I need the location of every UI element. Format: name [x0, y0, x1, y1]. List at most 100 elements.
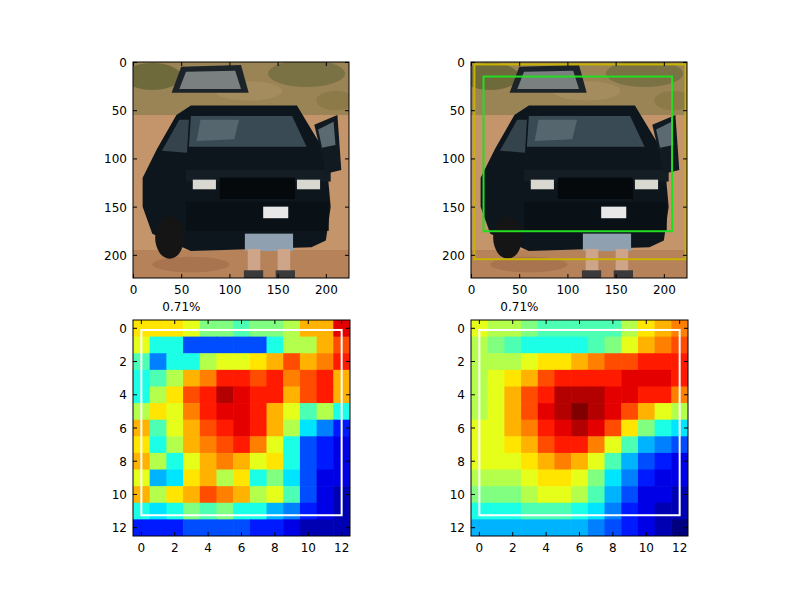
axes-2: 0246810120246810120.71%: [112, 300, 351, 555]
photo-leg: [616, 249, 629, 272]
heatmap-cell: [538, 320, 555, 337]
heatmap-cell: [250, 386, 267, 403]
heatmap-cell: [150, 386, 167, 403]
y-tick: [683, 207, 687, 208]
heatmap-cell: [267, 353, 284, 370]
photo-bush: [133, 63, 181, 90]
photo-wheel: [493, 216, 522, 258]
heatmap-cell: [283, 519, 300, 536]
heatmap-cell: [233, 503, 250, 520]
heatmap-cell: [504, 403, 521, 420]
heatmap-cell: [200, 337, 217, 354]
photo-bush: [316, 91, 349, 110]
heatmap-cell: [200, 453, 217, 470]
heatmap-cell: [521, 470, 538, 487]
heatmap-cell: [521, 453, 538, 470]
heatmap-cell: [267, 370, 284, 387]
x-tick-label: 50: [512, 283, 527, 297]
annotation: 0.71%: [500, 300, 538, 314]
heatmap-cell: [571, 470, 588, 487]
heatmap-cell: [554, 403, 571, 420]
heatmap-cell: [300, 420, 317, 437]
x-tick-label: 150: [267, 283, 290, 297]
photo-door-window: [656, 122, 673, 148]
heatmap-cell: [300, 519, 317, 536]
heatmap-cell: [554, 420, 571, 437]
y-tick-label: 2: [119, 355, 127, 369]
heatmap-cell: [621, 420, 638, 437]
x-tick: [274, 532, 275, 536]
heatmap-cell: [250, 320, 267, 337]
heatmap-cell: [488, 320, 505, 337]
x-tick: [208, 320, 209, 324]
y-tick: [133, 527, 137, 528]
heatmap-cell: [300, 470, 317, 487]
heatmap-cell: [250, 503, 267, 520]
heatmap-cell: [655, 386, 672, 403]
photo: [133, 62, 349, 278]
x-tick: [181, 274, 182, 278]
heatmap-cell: [183, 436, 200, 453]
heatmap-cell: [621, 403, 638, 420]
y-tick: [684, 494, 688, 495]
heatmap-cell: [233, 486, 250, 503]
heatmap-cell: [250, 403, 267, 420]
x-tick-label: 8: [609, 541, 617, 555]
x-tick: [326, 62, 327, 66]
heatmap-cell: [216, 519, 233, 536]
heatmap-cell: [283, 503, 300, 520]
photo-leg: [278, 249, 291, 272]
y-tick: [346, 527, 350, 528]
heatmap-cell: [166, 519, 183, 536]
x-tick: [616, 62, 617, 66]
heatmap-cell: [655, 370, 672, 387]
x-tick-label: 12: [672, 541, 687, 555]
heatmap-cell: [216, 453, 233, 470]
heatmap-cell: [283, 337, 300, 354]
photo-shoe: [276, 270, 295, 278]
heatmap-cell: [588, 453, 605, 470]
heatmap-cell: [638, 486, 655, 503]
heatmap-cell: [538, 420, 555, 437]
photo-hatch-window: [179, 71, 241, 89]
photo-plate: [601, 207, 626, 219]
heatmap-cell: [571, 453, 588, 470]
heatmap-cell: [200, 503, 217, 520]
heatmap-cell: [571, 353, 588, 370]
heatmap-cell: [250, 353, 267, 370]
heatmap-cell: [233, 420, 250, 437]
heatmap-cell: [621, 503, 638, 520]
heatmap-cell: [183, 470, 200, 487]
x-tick: [241, 320, 242, 324]
x-tick-label: 50: [174, 283, 189, 297]
heatmap-cell: [267, 486, 284, 503]
heatmap-cell: [605, 320, 622, 337]
heatmap-cell: [538, 337, 555, 354]
heatmap-cell: [521, 353, 538, 370]
axes-0: 050100150200050100150200: [104, 56, 355, 297]
x-tick: [479, 320, 480, 324]
y-tick: [346, 461, 350, 462]
photo-shadow: [152, 257, 229, 272]
heatmap-cell: [655, 519, 672, 536]
x-tick: [512, 532, 513, 536]
y-tick-label: 100: [104, 152, 127, 166]
x-tick-label: 200: [653, 283, 676, 297]
x-tick: [612, 320, 613, 324]
heatmap-cell: [283, 403, 300, 420]
heatmap-cell: [655, 436, 672, 453]
axes-3: 0246810120246810120.71%: [450, 300, 689, 555]
heatmap-cell: [504, 470, 521, 487]
photo: [471, 62, 687, 278]
y-tick-label: 12: [112, 521, 127, 535]
x-tick: [579, 532, 580, 536]
x-tick: [229, 62, 230, 66]
heatmap-cell: [150, 370, 167, 387]
heatmap-cell: [605, 503, 622, 520]
heatmap-cell: [317, 470, 334, 487]
photo-windshield-glare: [197, 120, 239, 141]
x-tick: [278, 62, 279, 66]
heatmap-cell: [200, 519, 217, 536]
heatmap-cell: [554, 436, 571, 453]
heatmap-cell: [521, 320, 538, 337]
